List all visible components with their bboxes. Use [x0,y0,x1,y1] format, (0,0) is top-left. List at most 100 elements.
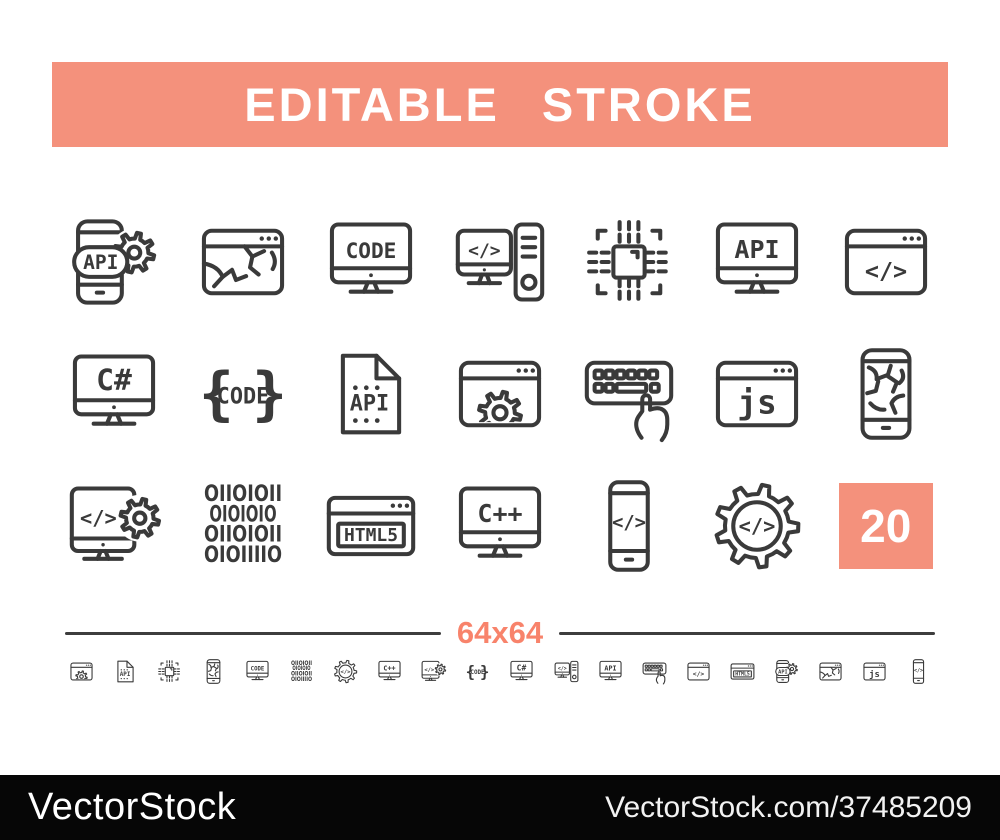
svg-text:</>: </> [612,512,646,533]
svg-text:OIIOIOII: OIIOIOII [204,523,282,548]
grid-cell: API [50,196,179,328]
svg-text:OIIOIOII: OIIOIOII [291,672,312,678]
grid-cell: API [307,328,436,460]
size-label: 64x64 [456,615,544,650]
image-reference-text: VectorStock.com/37485209 [605,790,972,824]
svg-text:</>: </> [80,506,117,530]
divider-line-left [65,631,441,635]
code-braces-icon: {CODE} [199,360,287,428]
grid-cell: C++ [436,460,565,592]
grid-cell: </> [564,460,693,592]
small-keyboard-hand-icon [642,662,667,685]
grid-cell: C# [50,328,179,460]
grid-cell: </> [50,460,179,592]
small-icon-slot [156,658,183,690]
svg-text:API: API [778,669,788,675]
small-icon-slot: API [773,658,800,690]
svg-text:API: API [350,391,389,416]
grid-cell [179,196,308,328]
grid-cell: CODE [307,196,436,328]
svg-text:CODE: CODE [471,670,486,676]
svg-text:OIOIOIO: OIOIOIO [209,502,276,527]
small-broken-phone-icon [206,659,221,684]
grid-cell: </> [821,196,950,328]
svg-text:CODE: CODE [251,666,265,672]
api-monitor-icon: API [716,222,799,294]
svg-text:OIOIOIO: OIOIOIO [293,666,311,672]
small-code-gear-icon: </> [334,659,358,684]
svg-text:</>: </> [914,668,923,674]
svg-text:API: API [120,672,131,678]
svg-text:js: js [737,384,777,422]
small-icon-slot [641,658,668,690]
code-gear-icon: </> [714,482,801,570]
html5-browser-icon: HTML5 [327,495,416,557]
small-icon-slot [68,658,95,690]
small-cpp-monitor-icon: C++ [378,660,401,681]
svg-text:CODE: CODE [346,238,397,263]
grid-cell: API [693,196,822,328]
monitor-code-gear-icon: </> [70,486,164,561]
count-badge: 20 [838,483,933,569]
svg-text:</>: </> [692,671,704,678]
small-icon-slot: OIIOIOII OIOIOIO OIIOIOII OIOIIIIO [288,658,315,690]
code-monitor-icon: CODE [330,222,413,294]
api-phone-gear-icon: API [72,219,159,305]
small-icon-slot: </> [905,658,932,690]
small-code-braces-icon: {CODE} [466,663,490,681]
small-icon-slot [200,658,227,690]
svg-text:OIIOIOII: OIIOIOII [204,482,282,507]
grid-cell: </> [436,196,565,328]
brand-logo-text: VectorStock [28,786,237,828]
small-icon-slot: </> [685,658,712,690]
svg-text:}: } [480,663,489,681]
chip-icon [586,220,671,304]
small-icon-slot: CODE [244,658,271,690]
code-phone-icon: </> [607,480,650,572]
broken-phone-icon [860,348,912,440]
small-csharp-monitor-icon: C# [510,660,534,681]
svg-text:C#: C# [517,663,527,672]
small-icon-slot: C++ [376,658,403,690]
svg-text:C++: C++ [384,664,396,672]
svg-text:HTML5: HTML5 [735,672,750,678]
svg-text:</>: </> [865,257,907,285]
small-broken-website-icon [819,662,842,681]
grid-cell [821,328,950,460]
small-icon-slot: API [597,658,624,690]
small-api-phone-gear-icon: API [774,659,799,684]
js-browser-icon: js [716,360,799,428]
small-api-file-icon: API [117,660,134,683]
grid-cell [436,328,565,460]
grid-cell: {CODE} [179,328,308,460]
cpp-monitor-icon: C++ [458,486,542,558]
small-website-gear-icon [70,662,93,681]
small-code-monitor-icon: CODE [246,660,269,681]
grid-cell: OIIOIOII OIOIOIO OIIOIOII OIOIIIIO [179,460,308,592]
svg-text:C++: C++ [477,499,522,528]
small-icon-slot: C# [508,658,535,690]
banner: EDITABLE STROKE [52,62,948,147]
svg-text:OIOIIIIO: OIOIIIIO [291,677,312,683]
grid-cell [564,196,693,328]
small-icon-slot: API [112,658,139,690]
grid-cell [564,328,693,460]
svg-text:{: { [199,360,234,428]
small-api-monitor-icon: API [598,660,622,681]
watermark-bar: VectorStock VectorStock.com/37485209 [0,775,1000,840]
small-icon-slot [817,658,844,690]
code-browser-icon: </> [844,228,927,296]
small-icon-slot: {CODE} [464,658,491,690]
small-code-browser-icon: </> [687,662,710,681]
small-icon-slot: HTML5 [729,658,756,690]
small-html5-browser-icon: HTML5 [730,663,755,680]
small-icon-strip: API CODE OIIOIOII OIOIOIO OIIOIOII OIOIIIIO </… [68,652,932,696]
svg-text:</>: </> [425,667,436,673]
grid-cell: 20 [821,460,950,592]
small-icon-slot: </> [553,658,580,690]
svg-text:OIIOIOII: OIIOIOII [291,661,312,667]
banner-title: EDITABLE STROKE [244,78,756,131]
small-icon-slot: </> [420,658,448,690]
svg-text:</>: </> [468,241,501,262]
svg-text:API: API [83,251,118,274]
